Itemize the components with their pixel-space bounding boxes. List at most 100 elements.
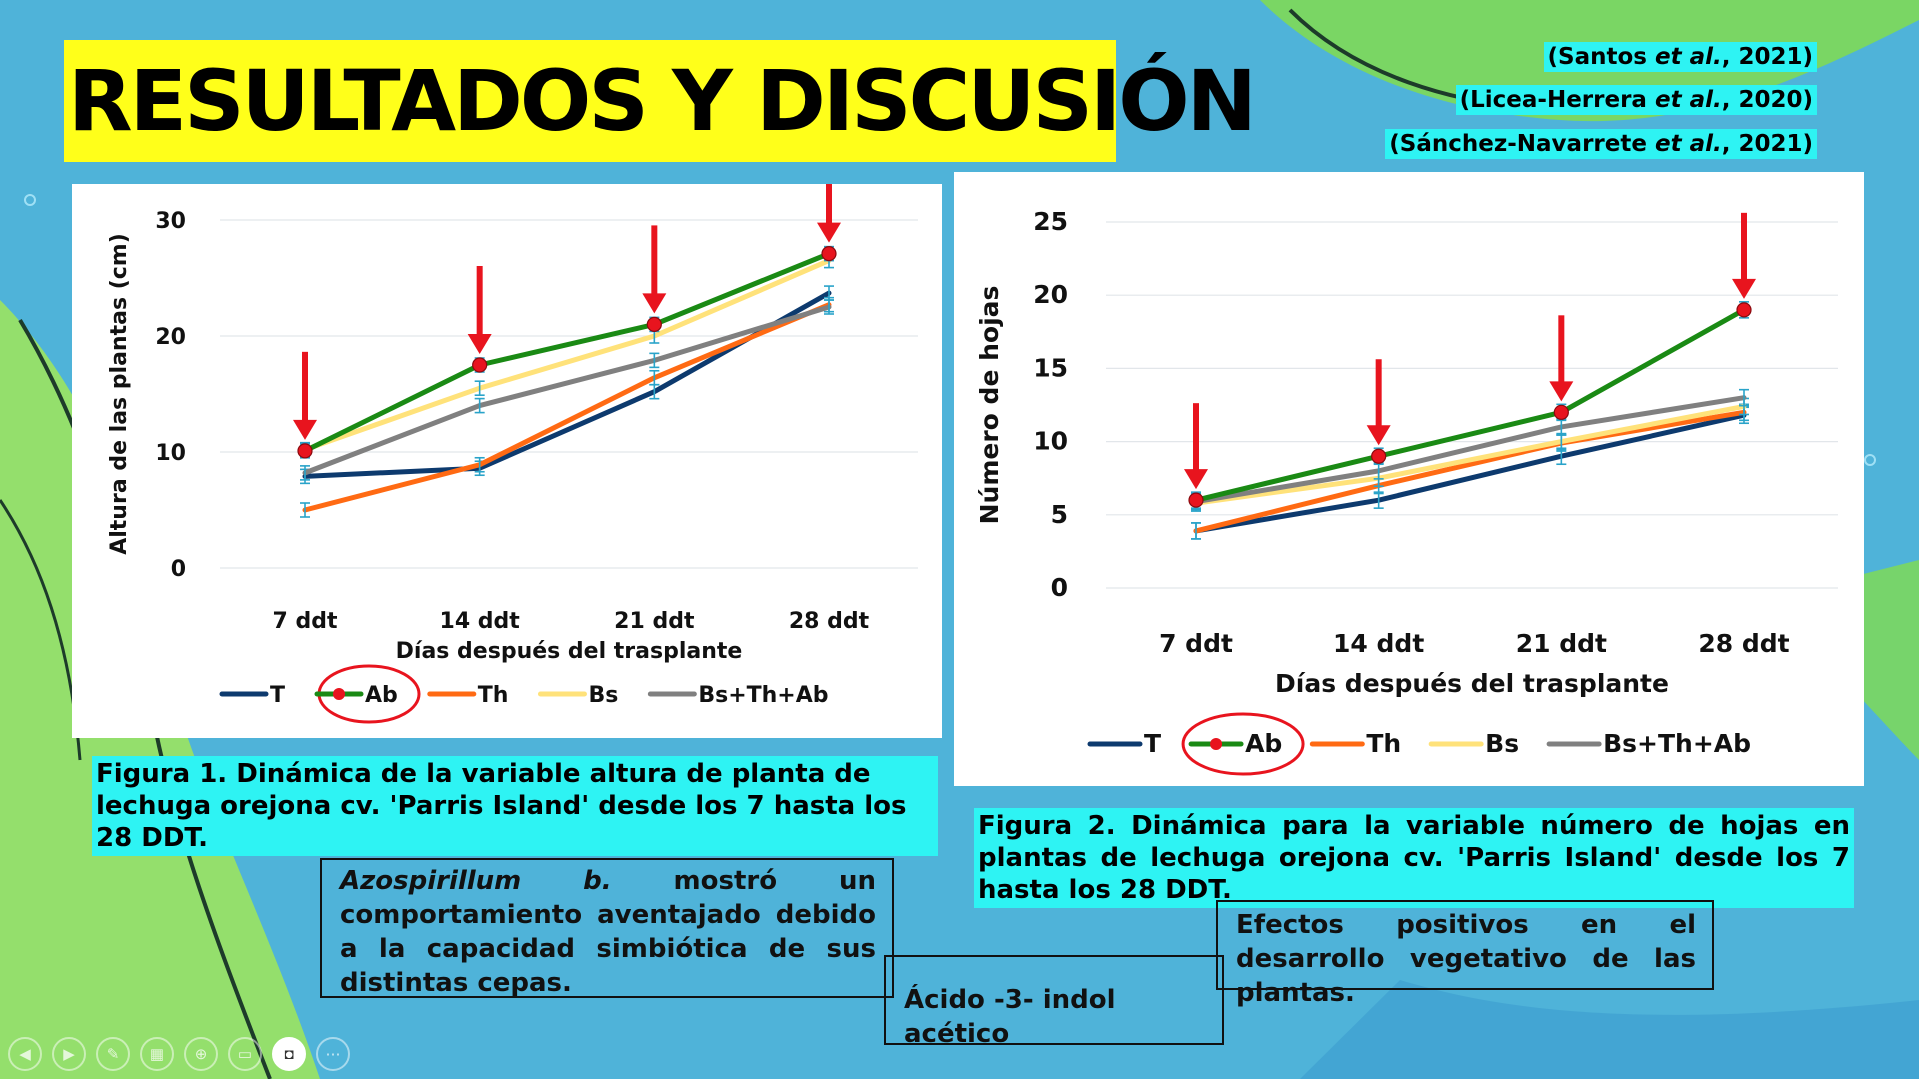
error-bar	[649, 369, 660, 386]
y-tick-label: 5	[1051, 500, 1068, 529]
x-tick-label: 21 ddt	[614, 609, 695, 634]
y-tick-label: 30	[155, 209, 186, 234]
arrow-head	[1732, 278, 1756, 299]
arrow-head	[1549, 381, 1574, 402]
camera-icon[interactable]: ◘	[272, 1037, 306, 1071]
arrow-head	[1366, 425, 1391, 446]
error-bar	[824, 299, 834, 315]
data-point-Ab	[821, 246, 837, 262]
arrow-shaft	[1375, 359, 1382, 428]
figure-2-caption: Figura 2. Dinámica para la variable núme…	[974, 808, 1854, 908]
x-axis-label: Días después del trasplante	[396, 639, 743, 664]
reference-1: (Santos et al., 2021)	[1543, 42, 1817, 72]
arrow-head	[1184, 469, 1208, 490]
legend-label-Th: Th	[478, 683, 509, 708]
slide-title: RESULTADOS Y DISCUSIÓN	[68, 52, 1257, 150]
series-line-Th	[302, 302, 832, 513]
arrow-shaft	[476, 266, 483, 336]
highlight-arrow	[293, 351, 317, 440]
data-point-Ab	[472, 357, 488, 373]
highlight-arrow	[1732, 212, 1756, 299]
arrow-shaft	[1741, 212, 1747, 281]
pen-icon[interactable]: ✎	[96, 1037, 130, 1071]
y-axis-label: Altura de las plantas (cm)	[107, 233, 132, 555]
data-point-Ab	[1736, 302, 1752, 318]
chart-2-panel: 0 5 10 15 20 25 7 ddt 14 ddt 21 ddt 28 ddt Días de…	[954, 172, 1864, 786]
more-icon[interactable]: ⋯	[316, 1037, 350, 1071]
next-icon[interactable]: ▶	[52, 1037, 86, 1071]
acid-note: Ácido -3- indol acético	[884, 955, 1224, 1049]
legend-label-Bs+Th+Ab: Bs+Th+Ab	[1603, 729, 1751, 758]
legend-label-Ab: Ab	[365, 683, 398, 708]
error-bar	[474, 456, 485, 473]
effects-note: Efectos positivos en el desarrollo veget…	[1216, 900, 1714, 1008]
y-axis-label: Número de hojas	[975, 286, 1004, 525]
legend-label-Bs+Th+Ab: Bs+Th+Ab	[698, 683, 828, 708]
highlight-arrow	[642, 225, 667, 314]
presentation-toolbar: ◀ ▶ ✎ ▦ ⊕ ▭ ◘ ⋯	[8, 1037, 350, 1071]
reference-2: (Licea-Herrera et al., 2020)	[1455, 85, 1817, 115]
subtitles-icon[interactable]: ▭	[228, 1037, 262, 1071]
legend-label-Th: Th	[1366, 729, 1401, 758]
y-tick-label: 25	[1033, 207, 1068, 236]
chart-2-leaf-count: 0 5 10 15 20 25 7 ddt 14 ddt 21 ddt 28 ddt Días de…	[975, 207, 1838, 776]
legend-label-T: T	[1144, 729, 1161, 758]
legend-label-Ab: Ab	[1245, 729, 1282, 758]
highlight-arrow	[1366, 359, 1391, 446]
series-line-Bs+Th+Ab	[1193, 395, 1747, 505]
error-bar	[300, 502, 310, 518]
y-tick-label: 10	[155, 441, 186, 466]
highlight-arrow	[1184, 403, 1208, 490]
arrow-head	[293, 419, 317, 440]
data-point-Ab	[646, 316, 662, 332]
x-tick-label: 7 ddt	[1159, 629, 1233, 658]
series-line-Bs+Th+Ab	[302, 304, 832, 476]
highlight-arrow	[1549, 315, 1574, 402]
highlight-arrow	[467, 266, 492, 354]
arrow-shaft	[826, 184, 832, 225]
chart-1-panel: 0 10 20 30 7 ddt 14 ddt 21 ddt 28 ddt Días despu…	[72, 184, 942, 738]
legend-label-Bs: Bs	[1485, 729, 1519, 758]
error-bar	[1191, 522, 1201, 540]
legend-label-Bs: Bs	[588, 683, 618, 708]
error-bar	[1739, 388, 1749, 407]
slides-icon[interactable]: ▦	[140, 1037, 174, 1071]
arrow-head	[817, 222, 841, 243]
data-point-Ab	[297, 443, 313, 459]
zoom-icon[interactable]: ⊕	[184, 1037, 218, 1071]
error-bar	[474, 380, 485, 396]
error-bar	[649, 352, 660, 369]
series-line-Th	[1193, 409, 1747, 534]
highlight-arrow	[817, 184, 841, 243]
x-tick-label: 7 ddt	[273, 609, 338, 634]
arrow-shaft	[1193, 403, 1199, 472]
slide-title-box: RESULTADOS Y DISCUSIÓN	[64, 40, 1257, 162]
x-tick-label: 28 ddt	[1698, 629, 1789, 658]
y-tick-label: 20	[155, 325, 186, 350]
x-axis-label: Días después del trasplante	[1275, 669, 1669, 698]
arrow-shaft	[1558, 315, 1565, 384]
series-line-Ab	[1193, 307, 1747, 503]
series-line-Bs	[1193, 403, 1747, 506]
figure-1-caption: Figura 1. Dinámica de la variable altura…	[92, 756, 938, 856]
data-point-Ab	[1371, 448, 1387, 464]
x-tick-label: 14 ddt	[1333, 629, 1424, 658]
prev-icon[interactable]: ◀	[8, 1037, 42, 1071]
x-tick-label: 28 ddt	[789, 609, 870, 634]
reference-3: (Sánchez-Navarrete et al., 2021)	[1385, 129, 1817, 159]
x-tick-label: 14 ddt	[440, 609, 521, 634]
legend-highlight-ellipse	[1181, 712, 1305, 776]
series-line-Bs	[302, 258, 832, 453]
y-tick-label: 0	[1051, 573, 1068, 602]
arrow-shaft	[302, 351, 308, 422]
y-tick-label: 0	[171, 557, 186, 582]
y-tick-label: 15	[1033, 353, 1068, 382]
error-bar	[300, 465, 310, 481]
x-tick-label: 21 ddt	[1516, 629, 1607, 658]
y-tick-label: 10	[1033, 427, 1068, 456]
arrow-head	[642, 293, 667, 314]
legend-marker-Ab	[1210, 738, 1223, 750]
data-point-Ab	[1553, 404, 1569, 420]
error-bar	[474, 397, 485, 414]
series-line-T	[1193, 412, 1747, 534]
